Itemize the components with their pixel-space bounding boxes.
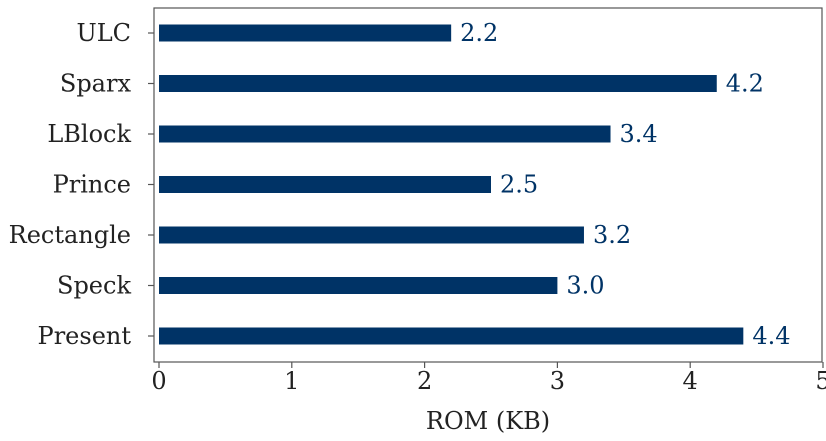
category-label-sparx: Sparx	[60, 70, 132, 98]
bar-sparx	[159, 75, 717, 92]
x-tick-label-4: 4	[683, 367, 698, 395]
category-label-rectangle: Rectangle	[9, 221, 131, 249]
category-labels: ULC Sparx LBlock Prince Rectangle Speck Presen…	[9, 19, 154, 350]
x-tick-label-5: 5	[815, 367, 826, 395]
category-label-prince: Prince	[53, 171, 131, 199]
x-tick-label-3: 3	[550, 367, 565, 395]
value-label-ulc: 2.2	[460, 19, 498, 47]
category-label-ulc: ULC	[76, 19, 131, 47]
bar-prince	[159, 176, 491, 193]
x-tick-label-0: 0	[151, 367, 166, 395]
x-tick-label-2: 2	[417, 367, 432, 395]
value-label-present: 4.4	[752, 322, 790, 350]
value-label-prince: 2.5	[500, 171, 538, 199]
bar-rectangle	[159, 226, 584, 244]
bar-speck	[159, 277, 558, 294]
x-axis-title: ROM (KB)	[426, 407, 550, 435]
category-label-speck: Speck	[57, 272, 131, 300]
x-axis-ticks: 0 1 2 3 4 5	[151, 362, 826, 395]
bar-lblock	[159, 125, 611, 143]
value-label-rectangle: 3.2	[593, 221, 631, 249]
bar-ulc	[159, 24, 452, 42]
x-tick-label-1: 1	[284, 367, 299, 395]
category-label-lblock: LBlock	[47, 120, 131, 148]
category-label-present: Present	[38, 322, 132, 350]
value-label-speck: 3.0	[566, 272, 604, 300]
bars-layer: 2.2 4.2 3.4 2.5 3.2 3.0 4.4	[159, 19, 790, 350]
bar-present	[159, 327, 744, 345]
value-label-sparx: 4.2	[726, 70, 764, 98]
value-label-lblock: 3.4	[620, 120, 658, 148]
